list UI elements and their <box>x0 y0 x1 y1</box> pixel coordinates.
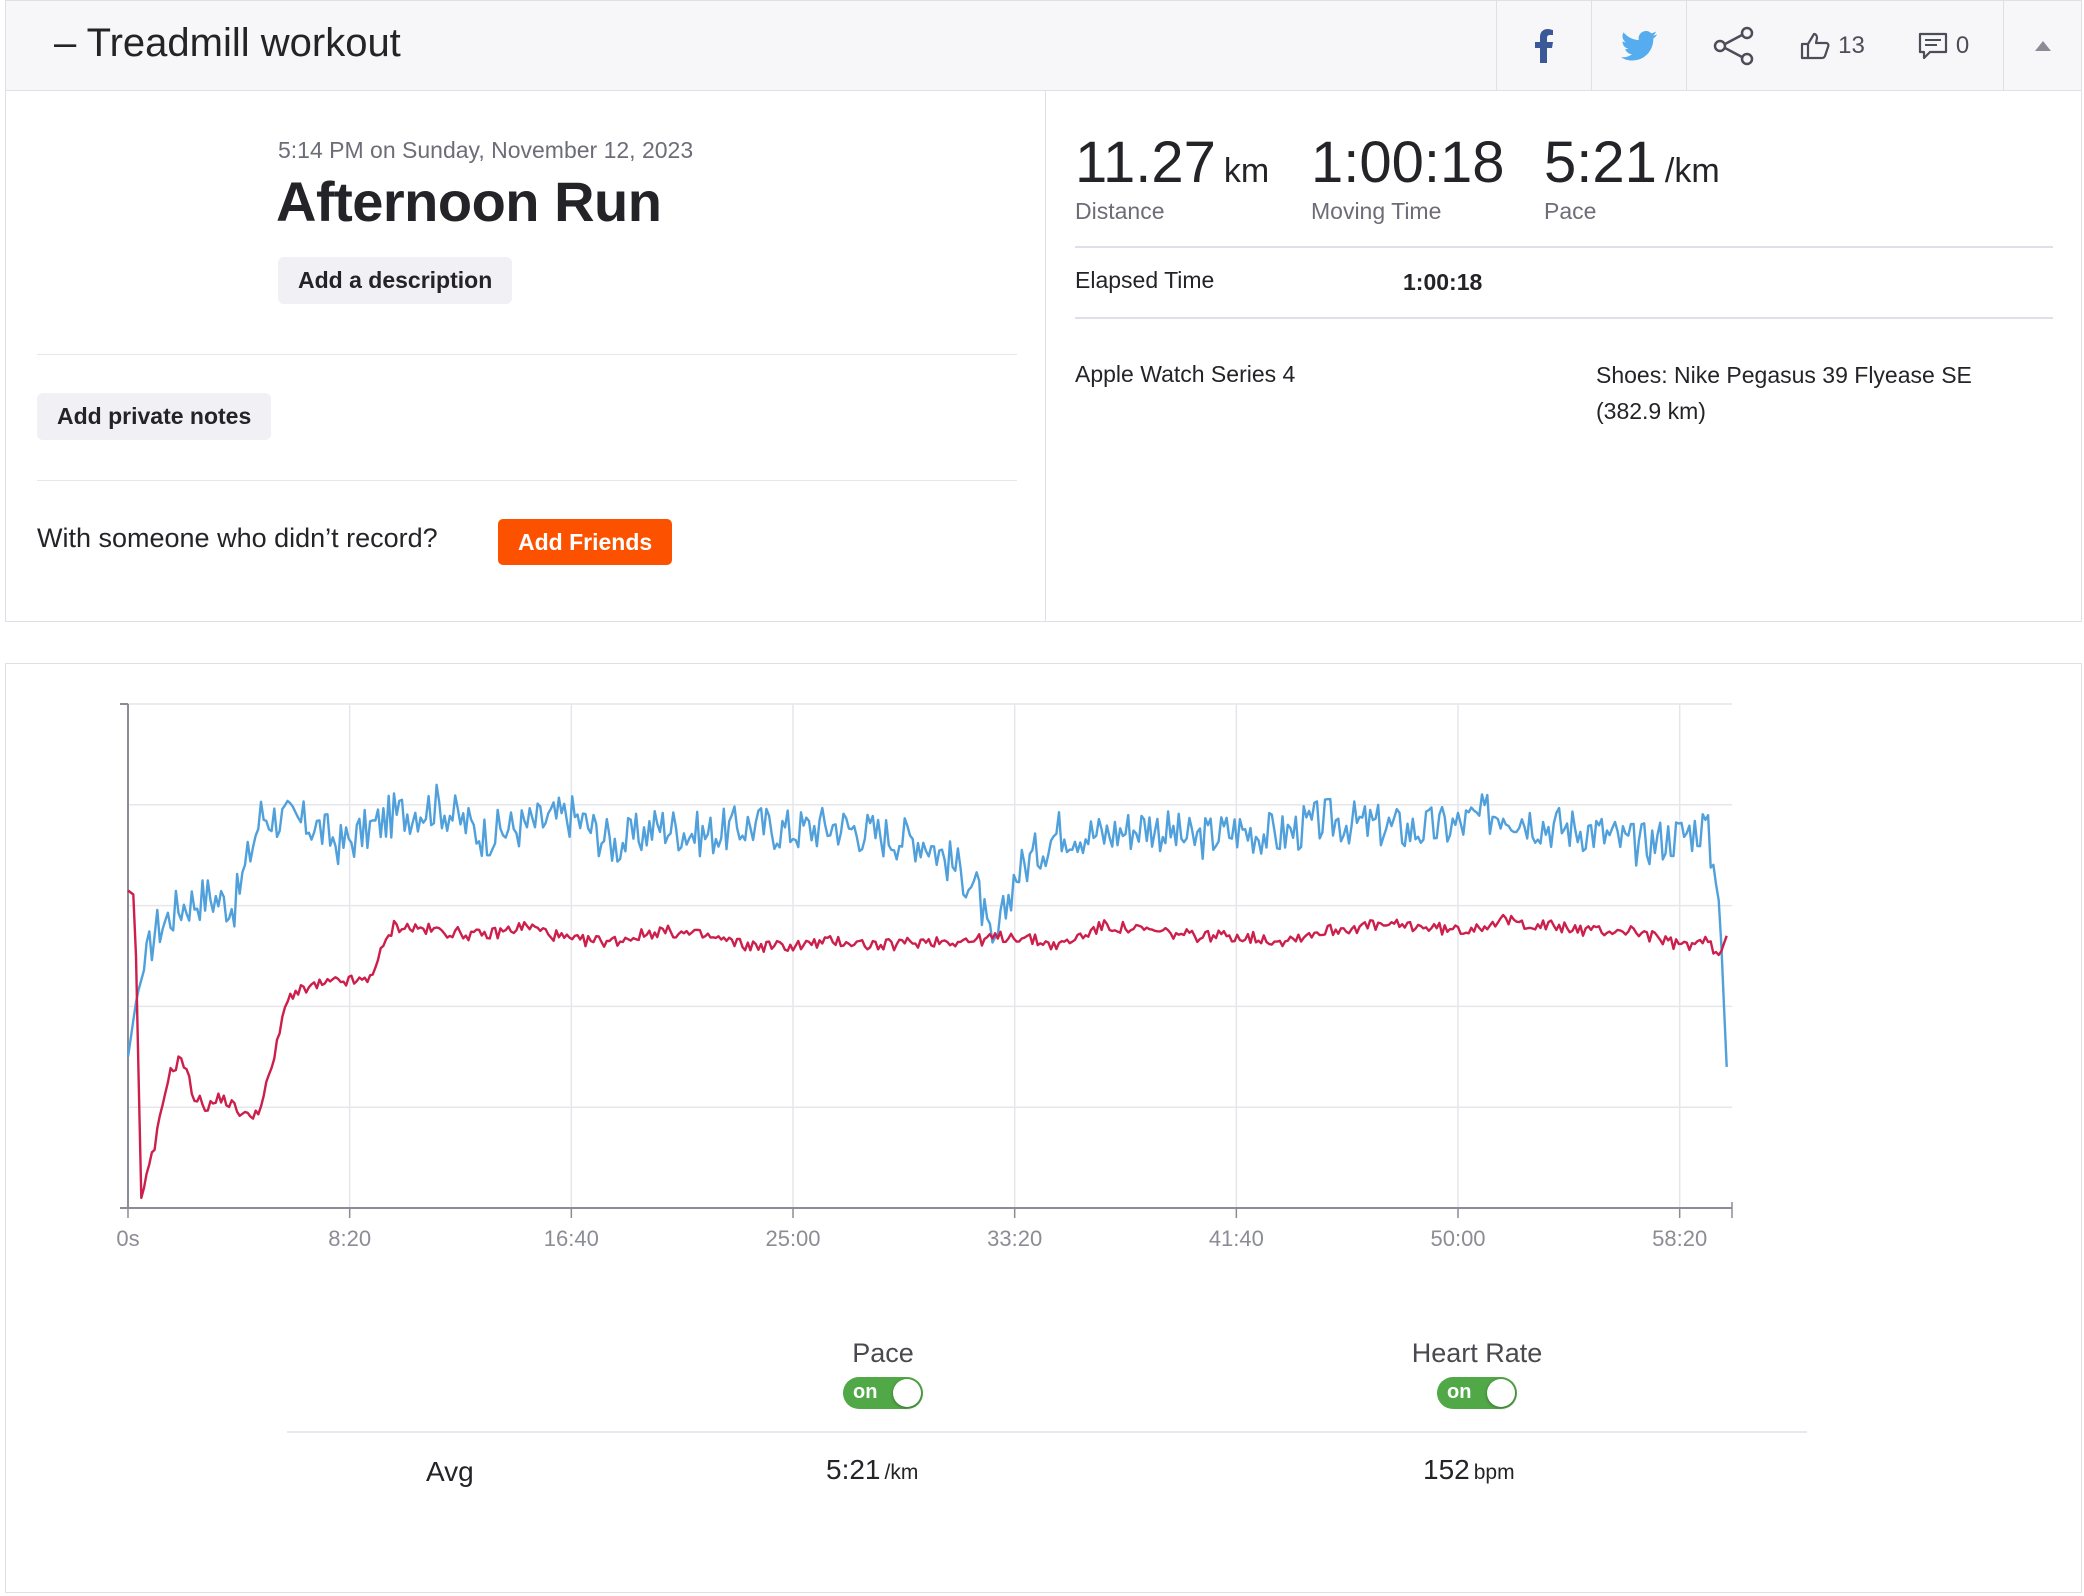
add-friends-button[interactable]: Add Friends <box>498 519 673 565</box>
heart-rate-toggle-state: on <box>1447 1381 1472 1403</box>
add-private-notes-button[interactable]: Add private notes <box>37 393 272 440</box>
divider <box>1075 246 2053 248</box>
x-tick-label: 0s <box>116 1226 139 1251</box>
add-description-button[interactable]: Add a description <box>278 257 513 304</box>
toggle-knob <box>1487 1379 1515 1407</box>
heart-rate-toggle[interactable]: on <box>1437 1377 1517 1409</box>
activity-name: Afternoon Run <box>276 170 662 233</box>
pace-toggle-state: on <box>853 1381 878 1403</box>
shoes-info[interactable]: Shoes: Nike Pegasus 39 Flyease SE (382.9… <box>1596 362 1972 424</box>
with-someone-prompt: With someone who didn’t record? <box>37 523 438 553</box>
share-icon <box>1713 26 1755 66</box>
stat-pace: 5:21/km Pace <box>1544 129 1720 225</box>
kudos-button[interactable]: 13 <box>1781 1 1884 90</box>
elapsed-time-label: Elapsed Time <box>1075 267 1215 293</box>
activity-type-title[interactable]: – Treadmill workout <box>54 21 401 65</box>
x-tick-label: 58:20 <box>1652 1226 1707 1251</box>
pace-value: 5:21 <box>1544 130 1657 195</box>
x-tick-label: 33:20 <box>987 1226 1042 1251</box>
activity-details-left: 5:14 PM on Sunday, November 12, 2023 Aft… <box>6 91 1046 621</box>
moving-time-value: 1:00:18 <box>1311 130 1505 195</box>
legend-pace-label: Pace <box>852 1338 914 1368</box>
avg-label: Avg <box>426 1456 474 1487</box>
avg-pace-value: 5:21 <box>826 1454 881 1485</box>
comments-button[interactable]: 0 <box>1884 1 2003 90</box>
activity-date: 5:14 PM on Sunday, November 12, 2023 <box>278 137 694 163</box>
divider <box>37 480 1017 481</box>
activity-header: – Treadmill workout 13 0 <box>6 1 2081 91</box>
stat-distance: 11.27 km Distance <box>1075 129 1269 225</box>
distance-value: 11.27 <box>1075 130 1216 195</box>
x-tick-label: 50:00 <box>1430 1226 1485 1251</box>
avg-hr-value: 152 <box>1423 1454 1470 1485</box>
divider <box>37 354 1017 355</box>
avg-hr-unit: bpm <box>1473 1461 1515 1484</box>
kudos-count: 13 <box>1838 31 1865 59</box>
heart-rate-series-line <box>127 889 1728 1200</box>
caret-up-icon <box>2034 40 2051 51</box>
analysis-chart-card: 0s 8:20 16:40 25:00 33:20 41:40 50:00 58:20 Pac… <box>5 663 2082 1593</box>
x-tick-label: 25:00 <box>765 1226 820 1251</box>
moving-time-label: Moving Time <box>1311 198 1442 224</box>
twitter-share-button[interactable] <box>1591 1 1686 90</box>
avg-pace-unit: /km <box>884 1461 919 1484</box>
x-tick-label: 41:40 <box>1209 1226 1264 1251</box>
comment-icon <box>1918 32 1948 60</box>
share-button[interactable] <box>1686 1 1781 90</box>
pace-series-line <box>126 783 1728 1067</box>
elapsed-time-value: 1:00:18 <box>1403 269 1483 295</box>
pace-unit: /km <box>1664 152 1720 190</box>
pace-toggle[interactable]: on <box>843 1377 923 1409</box>
device-name: Apple Watch Series 4 <box>1075 361 1296 387</box>
distance-label: Distance <box>1075 198 1165 224</box>
legend-heart-rate-label: Heart Rate <box>1411 1338 1543 1368</box>
avg-pace: 5:21/km <box>826 1454 918 1486</box>
legend-heart-rate: Heart Rate on <box>1377 1338 1577 1414</box>
comment-count: 0 <box>1955 31 1970 59</box>
activity-summary-card: – Treadmill workout 13 0 <box>5 0 2082 622</box>
x-tick-label: 16:40 <box>544 1226 599 1251</box>
pace-label: Pace <box>1544 198 1597 224</box>
divider <box>287 1431 1807 1433</box>
facebook-share-button[interactable] <box>1496 1 1591 90</box>
x-tick-label: 8:20 <box>328 1226 371 1251</box>
distance-unit: km <box>1223 152 1270 190</box>
pace-heart-rate-chart[interactable]: 0s 8:20 16:40 25:00 33:20 41:40 50:00 58:20 <box>6 664 2083 1324</box>
toggle-knob <box>893 1379 921 1407</box>
activity-stats: 11.27 km Distance 1:00:18 Moving Time 5:2… <box>1047 91 2081 621</box>
divider <box>1075 317 2053 319</box>
facebook-icon <box>1535 28 1553 63</box>
twitter-icon <box>1621 30 1657 61</box>
thumbs-up-icon <box>1800 32 1830 60</box>
legend-pace: Pace on <box>783 1338 983 1414</box>
stat-moving-time: 1:00:18 Moving Time <box>1311 129 1505 225</box>
avg-heart-rate: 152 bpm <box>1423 1454 1515 1486</box>
collapse-button[interactable] <box>2003 1 2081 90</box>
